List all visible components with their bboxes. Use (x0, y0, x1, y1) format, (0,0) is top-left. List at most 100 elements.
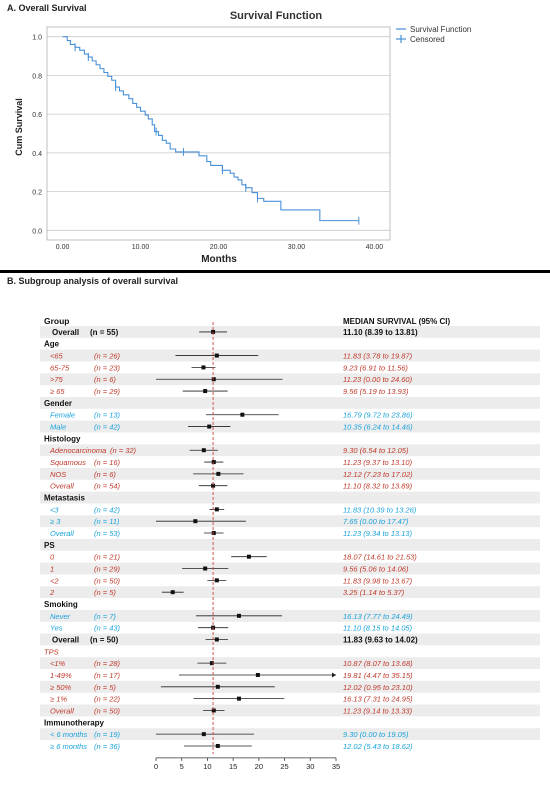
forest-point-estimate (214, 353, 219, 358)
forest-point-estimate (246, 554, 251, 559)
km-xtick-label: 30.00 (288, 244, 306, 251)
forest-row-label: <3 (50, 505, 59, 514)
forest-row-value: 11.83 (3.78 to 19.87) (343, 352, 413, 361)
forest-point-estimate (203, 389, 208, 394)
forest-panel: B. Subgroup analysis of overall survival… (0, 274, 550, 790)
forest-row-label: < 6 months (50, 730, 88, 739)
forest-value-header: MEDIAN SURVIVAL (95% CI) (343, 317, 450, 326)
forest-point-estimate (236, 696, 241, 701)
forest-row-label: 2 (49, 588, 55, 597)
forest-point-estimate (201, 365, 206, 370)
forest-row-value: 18.07 (14.61 to 21.53) (343, 553, 417, 562)
forest-row-n: (n = 16) (94, 458, 121, 467)
forest-point-estimate (170, 590, 175, 595)
forest-row-n: (n = 42) (94, 505, 121, 514)
forest-xtick-label: 5 (180, 762, 184, 771)
forest-point-estimate (215, 743, 220, 748)
forest-row-n: (n = 55) (90, 328, 119, 337)
forest-point-estimate (211, 708, 216, 713)
forest-point-estimate (236, 613, 241, 618)
forest-row-label: Adenocarcinoma (49, 446, 106, 455)
forest-row-value: 7.65 (0.00 to 17.47) (343, 517, 409, 526)
forest-row-band (40, 609, 540, 622)
forest-row-label: Overall (50, 482, 74, 491)
forest-row-label: 1 (50, 565, 54, 574)
forest-row-band (40, 562, 540, 575)
forest-row-label: Never (50, 612, 71, 621)
forest-row-value: 16.13 (7.77 to 24.49) (343, 612, 413, 621)
forest-row-value: 16.13 (7.31 to 24.95) (343, 695, 413, 704)
forest-row-value: 9.23 (6.91 to 11.56) (343, 363, 408, 372)
forest-row-band (40, 657, 540, 670)
forest-row-value: 11.23 (9.14 to 13.33) (343, 706, 413, 715)
forest-row-value: 9.30 (0.00 to 19.05) (343, 730, 409, 739)
forest-group-label: Age (44, 340, 60, 349)
forest-group-label: PS (44, 541, 55, 550)
forest-point-estimate (211, 377, 216, 382)
km-ytick-label: 0.8 (32, 73, 42, 80)
km-ytick-label: 0.2 (32, 190, 42, 197)
forest-point-estimate (240, 412, 245, 417)
forest-row-n: (n = 50) (94, 706, 121, 715)
forest-row-label: Overall (50, 529, 74, 538)
forest-row-band (40, 396, 540, 409)
forest-row-label: ≥ 65 (50, 387, 65, 396)
km-survival-curve (62, 36, 359, 222)
forest-row-n: (n = 32) (110, 446, 137, 455)
forest-row-n: (n = 6) (94, 470, 116, 479)
forest-row-band (40, 704, 540, 717)
forest-row-band (40, 633, 540, 646)
forest-row-n: (n = 6) (94, 375, 116, 384)
forest-xtick-label: 35 (332, 762, 340, 771)
forest-row-n: (n = 5) (94, 683, 116, 692)
forest-xtick-label: 30 (306, 762, 314, 771)
forest-point-estimate (211, 329, 216, 334)
forest-row-n: (n = 26) (94, 352, 121, 361)
forest-row-label: Overall (50, 706, 74, 715)
forest-row-band (40, 728, 540, 741)
forest-row-value: 10.35 (6.24 to 14.46) (343, 423, 413, 432)
forest-ci-arrow (332, 672, 336, 678)
forest-row-label: >75 (50, 375, 64, 384)
forest-row-value: 9.56 (5.19 to 13.93) (343, 387, 409, 396)
forest-row-value: 9.30 (6.54 to 12.05) (343, 446, 409, 455)
forest-row-value: 9.56 (5.06 to 14.06) (343, 565, 409, 574)
forest-row-label: Squamous (50, 458, 86, 467)
forest-row-label: ≥ 50% (50, 683, 72, 692)
forest-row-label: <65 (50, 352, 64, 361)
forest-xtick-label: 0 (154, 762, 158, 771)
forest-row-label: ≥ 3 (50, 517, 61, 526)
km-ylabel: Cum Survival (14, 98, 24, 156)
forest-row-n: (n = 53) (94, 529, 121, 538)
forest-row-value: 19.81 (4.47 to 35.15) (343, 671, 413, 680)
km-xtick-label: 40.00 (366, 244, 384, 251)
forest-row-label: <1% (50, 659, 66, 668)
forest-row-value: 11.23 (9.37 to 13.10) (343, 458, 413, 467)
forest-point-estimate (211, 460, 216, 465)
forest-row-value: 12.02 (0.95 to 23.10) (343, 683, 413, 692)
forest-subgroup-label: TPS (44, 647, 59, 656)
km-chart: A. Overall Survival Survival Function Cu… (7, 3, 471, 265)
forest-row-value: 11.10 (8.32 to 13.89) (343, 482, 413, 491)
forest-row-value: 11.10 (8.15 to 14.05) (343, 624, 413, 633)
forest-row-value: 11.23 (9.34 to 13.13) (343, 529, 413, 538)
forest-point-estimate (201, 732, 206, 737)
forest-row-label: <2 (50, 576, 59, 585)
forest-row-band (40, 586, 540, 599)
forest-group-label: Smoking (44, 600, 78, 609)
forest-row-band (40, 467, 540, 480)
km-ytick-label: 0.4 (32, 151, 42, 158)
forest-point-estimate (214, 507, 219, 512)
forest-point-estimate (211, 483, 216, 488)
forest-row-value: 10.87 (8.07 to 13.68) (343, 659, 413, 668)
forest-row-label: 1-49% (50, 671, 72, 680)
forest-row-band (40, 326, 540, 338)
km-ytick-label: 0.0 (32, 228, 42, 235)
forest-row-n: (n = 19) (94, 730, 121, 739)
forest-point-estimate (215, 684, 220, 689)
forest-point-estimate (211, 531, 216, 536)
forest-row-n: (n = 21) (94, 553, 121, 562)
km-ytick-label: 0.6 (32, 112, 42, 119)
km-xlabel: Months (201, 254, 237, 265)
forest-row-band (40, 373, 540, 386)
